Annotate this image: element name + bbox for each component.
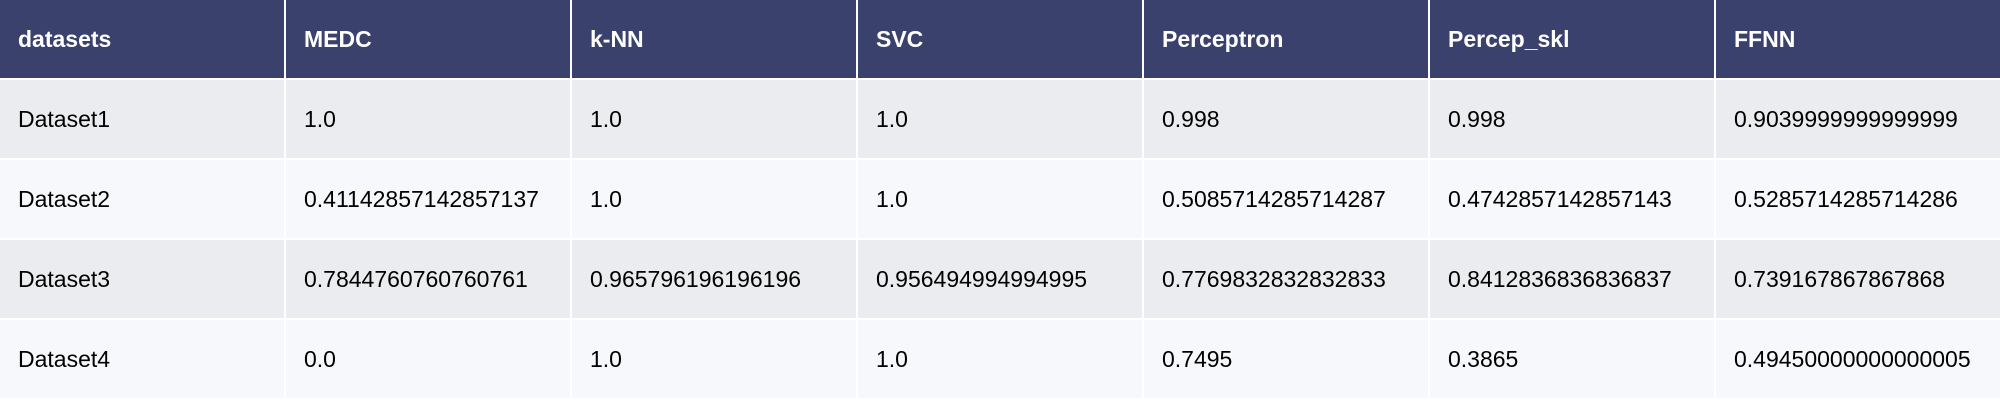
table-row: Dataset1 1.0 1.0 1.0 0.998 0.998 0.90399… xyxy=(0,80,2000,158)
table-cell: 0.8412836836836837 xyxy=(1430,240,1714,318)
table-cell: 0.0 xyxy=(286,320,570,398)
table-cell: 0.4742857142857143 xyxy=(1430,160,1714,238)
table-cell: 0.5085714285714287 xyxy=(1144,160,1428,238)
table-cell: 1.0 xyxy=(572,160,856,238)
table-cell: Dataset3 xyxy=(0,240,284,318)
table-cell: Dataset4 xyxy=(0,320,284,398)
table-cell: 0.7769832832832833 xyxy=(1144,240,1428,318)
table-cell: 0.7844760760760761 xyxy=(286,240,570,318)
column-header-ffnn: FFNN xyxy=(1716,0,2000,78)
table-row: Dataset4 0.0 1.0 1.0 0.7495 0.3865 0.494… xyxy=(0,320,2000,398)
column-header-datasets: datasets xyxy=(0,0,284,78)
table-cell: 0.965796196196196 xyxy=(572,240,856,318)
column-header-medc: MEDC xyxy=(286,0,570,78)
table-row: Dataset3 0.7844760760760761 0.9657961961… xyxy=(0,240,2000,318)
table-cell: 1.0 xyxy=(572,320,856,398)
table-cell: 1.0 xyxy=(286,80,570,158)
table-cell: 0.41142857142857137 xyxy=(286,160,570,238)
table-cell: 1.0 xyxy=(572,80,856,158)
table-cell: 1.0 xyxy=(858,80,1142,158)
table-cell: 0.3865 xyxy=(1430,320,1714,398)
table-cell: 1.0 xyxy=(858,160,1142,238)
table-row: Dataset2 0.41142857142857137 1.0 1.0 0.5… xyxy=(0,160,2000,238)
table-cell: Dataset2 xyxy=(0,160,284,238)
table-cell: 1.0 xyxy=(858,320,1142,398)
column-header-percep-skl: Percep_skl xyxy=(1430,0,1714,78)
table-cell: 0.956494994994995 xyxy=(858,240,1142,318)
table-cell: 0.49450000000000005 xyxy=(1716,320,2000,398)
table-cell: 0.739167867867868 xyxy=(1716,240,2000,318)
table-cell: 0.998 xyxy=(1430,80,1714,158)
table-cell: 0.7495 xyxy=(1144,320,1428,398)
table-cell: 0.9039999999999999 xyxy=(1716,80,2000,158)
column-header-knn: k-NN xyxy=(572,0,856,78)
table-cell: 0.5285714285714286 xyxy=(1716,160,2000,238)
table-cell: 0.998 xyxy=(1144,80,1428,158)
header-row: datasets MEDC k-NN SVC Perceptron Percep… xyxy=(0,0,2000,78)
table-cell: Dataset1 xyxy=(0,80,284,158)
column-header-perceptron: Perceptron xyxy=(1144,0,1428,78)
column-header-svc: SVC xyxy=(858,0,1142,78)
